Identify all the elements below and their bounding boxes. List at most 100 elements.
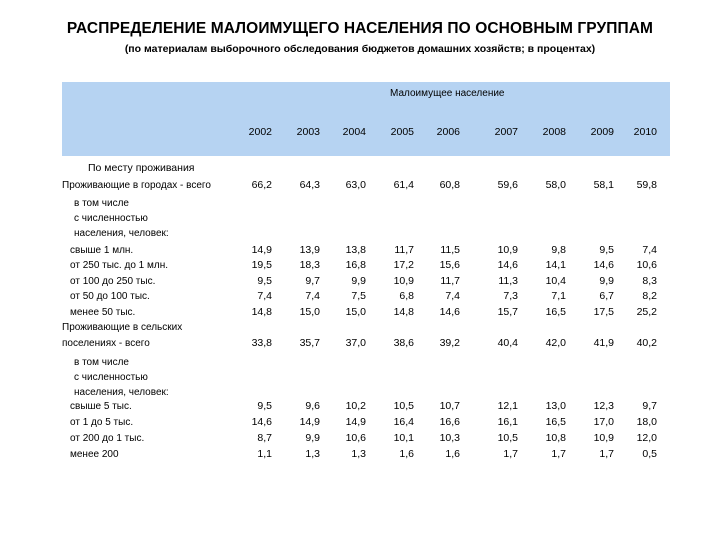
table-cell: 9,8 [551,244,566,256]
table-cell: 10,9 [497,244,518,256]
table-cell: 13,8 [345,244,366,256]
table-cell: 1,3 [305,448,320,460]
row-label: от 200 до 1 тыс. [70,433,145,444]
table-cell: 7,1 [551,290,566,302]
table-cell: 17,0 [593,416,614,428]
table-cell: 7,5 [351,290,366,302]
table-cell: 10,4 [545,275,566,287]
row-label: от 1 до 5 тыс. [70,417,134,428]
row-label: от 100 до 250 тыс. [70,276,156,287]
table-cell: 7,4 [642,244,657,256]
table-cell: 9,7 [305,275,320,287]
table-cell: 18,0 [636,416,657,428]
table-cell: 15,0 [345,306,366,318]
table-cell: 64,3 [299,179,320,191]
row-label: Проживающие в сельских [62,322,183,333]
table-cell: 25,2 [636,306,657,318]
row-label: свыше 5 тыс. [70,401,132,412]
table-cell: 14,6 [593,259,614,271]
table-cell: 18,3 [299,259,320,271]
row-label: от 50 до 100 тыс. [70,291,150,302]
table-cell: 10,5 [497,432,518,444]
year-header: 2005 [390,126,414,138]
table-cell: 14,6 [251,416,272,428]
table-cell: 13,9 [299,244,320,256]
table-cell: 11,3 [498,275,518,287]
table-cell: 9,6 [305,400,320,412]
table-cell: 42,0 [545,337,566,349]
year-header: 2009 [590,126,614,138]
table-cell: 12,3 [593,400,614,412]
table-cell: 15,6 [439,259,460,271]
table-cell: 60,8 [439,179,460,191]
table-cell: 16,5 [545,416,566,428]
table-cell: 14,9 [345,416,366,428]
table-cell: 17,2 [393,259,414,271]
table-cell: 1,7 [599,448,614,460]
table-cell: 41,9 [593,337,614,349]
table-cell: 12,1 [497,400,518,412]
table-cell: 10,6 [345,432,366,444]
table-cell: 14,8 [393,306,414,318]
table-cell: 1,6 [445,448,460,460]
year-header: 2010 [633,126,657,138]
table-cell: 8,2 [642,290,657,302]
year-header: 2003 [296,126,320,138]
table-cell: 16,4 [393,416,414,428]
table-cell: 10,6 [636,259,657,271]
table-cell: 10,8 [545,432,566,444]
table-cell: 10,5 [393,400,414,412]
year-header: 2008 [542,126,566,138]
table-cell: 10,2 [345,400,366,412]
table-cell: 10,3 [439,432,460,444]
row-label: в том числе [74,357,129,368]
table-cell: 1,6 [399,448,414,460]
table-cell: 7,4 [305,290,320,302]
table-cell: 59,6 [497,179,518,191]
table-cell: 13,0 [545,400,566,412]
table-cell: 19,5 [251,259,272,271]
table-cell: 8,3 [642,275,657,287]
table-cell: 59,8 [636,179,657,191]
row-label: менее 200 [70,449,119,460]
table-cell: 58,1 [593,179,614,191]
row-label: населения, человек: [74,387,169,398]
table-cell: 14,6 [439,306,460,318]
table-header-band [62,82,670,156]
row-label: с численностью [74,372,148,383]
table-cell: 9,9 [351,275,366,287]
table-cell: 9,5 [257,400,272,412]
table-cell: 10,9 [593,432,614,444]
table-cell: 66,2 [251,179,272,191]
table-cell: 11,7 [394,244,414,256]
row-label: с численностью [74,213,148,224]
table-cell: 6,8 [399,290,414,302]
table-cell: 9,7 [642,400,657,412]
year-header: 2002 [248,126,272,138]
table-cell: 17,5 [593,306,614,318]
table-cell: 38,6 [393,337,414,349]
table-cell: 61,4 [393,179,414,191]
table-cell: 33,8 [251,337,272,349]
table-cell: 63,0 [345,179,366,191]
page-title: РАСПРЕДЕЛЕНИЕ МАЛОИМУЩЕГО НАСЕЛЕНИЯ ПО О… [66,20,654,37]
table-cell: 15,0 [299,306,320,318]
table-cell: 35,7 [299,337,320,349]
table-cell: 12,0 [636,432,657,444]
table-cell: 14,9 [251,244,272,256]
table-cell: 7,4 [445,290,460,302]
table-cell: 40,2 [636,337,657,349]
table-cell: 11,5 [440,244,460,256]
table-cell: 58,0 [545,179,566,191]
table-cell: 14,9 [299,416,320,428]
table-cell: 15,7 [497,306,518,318]
table-cell: 7,4 [257,290,272,302]
table-cell: 9,5 [599,244,614,256]
table-cell: 14,1 [545,259,566,271]
table-cell: 40,4 [497,337,518,349]
table-cell: 16,1 [497,416,518,428]
table-cell: 6,7 [599,290,614,302]
section-label: По месту проживания [88,162,195,174]
table-cell: 16,8 [345,259,366,271]
table-cell: 1,3 [351,448,366,460]
